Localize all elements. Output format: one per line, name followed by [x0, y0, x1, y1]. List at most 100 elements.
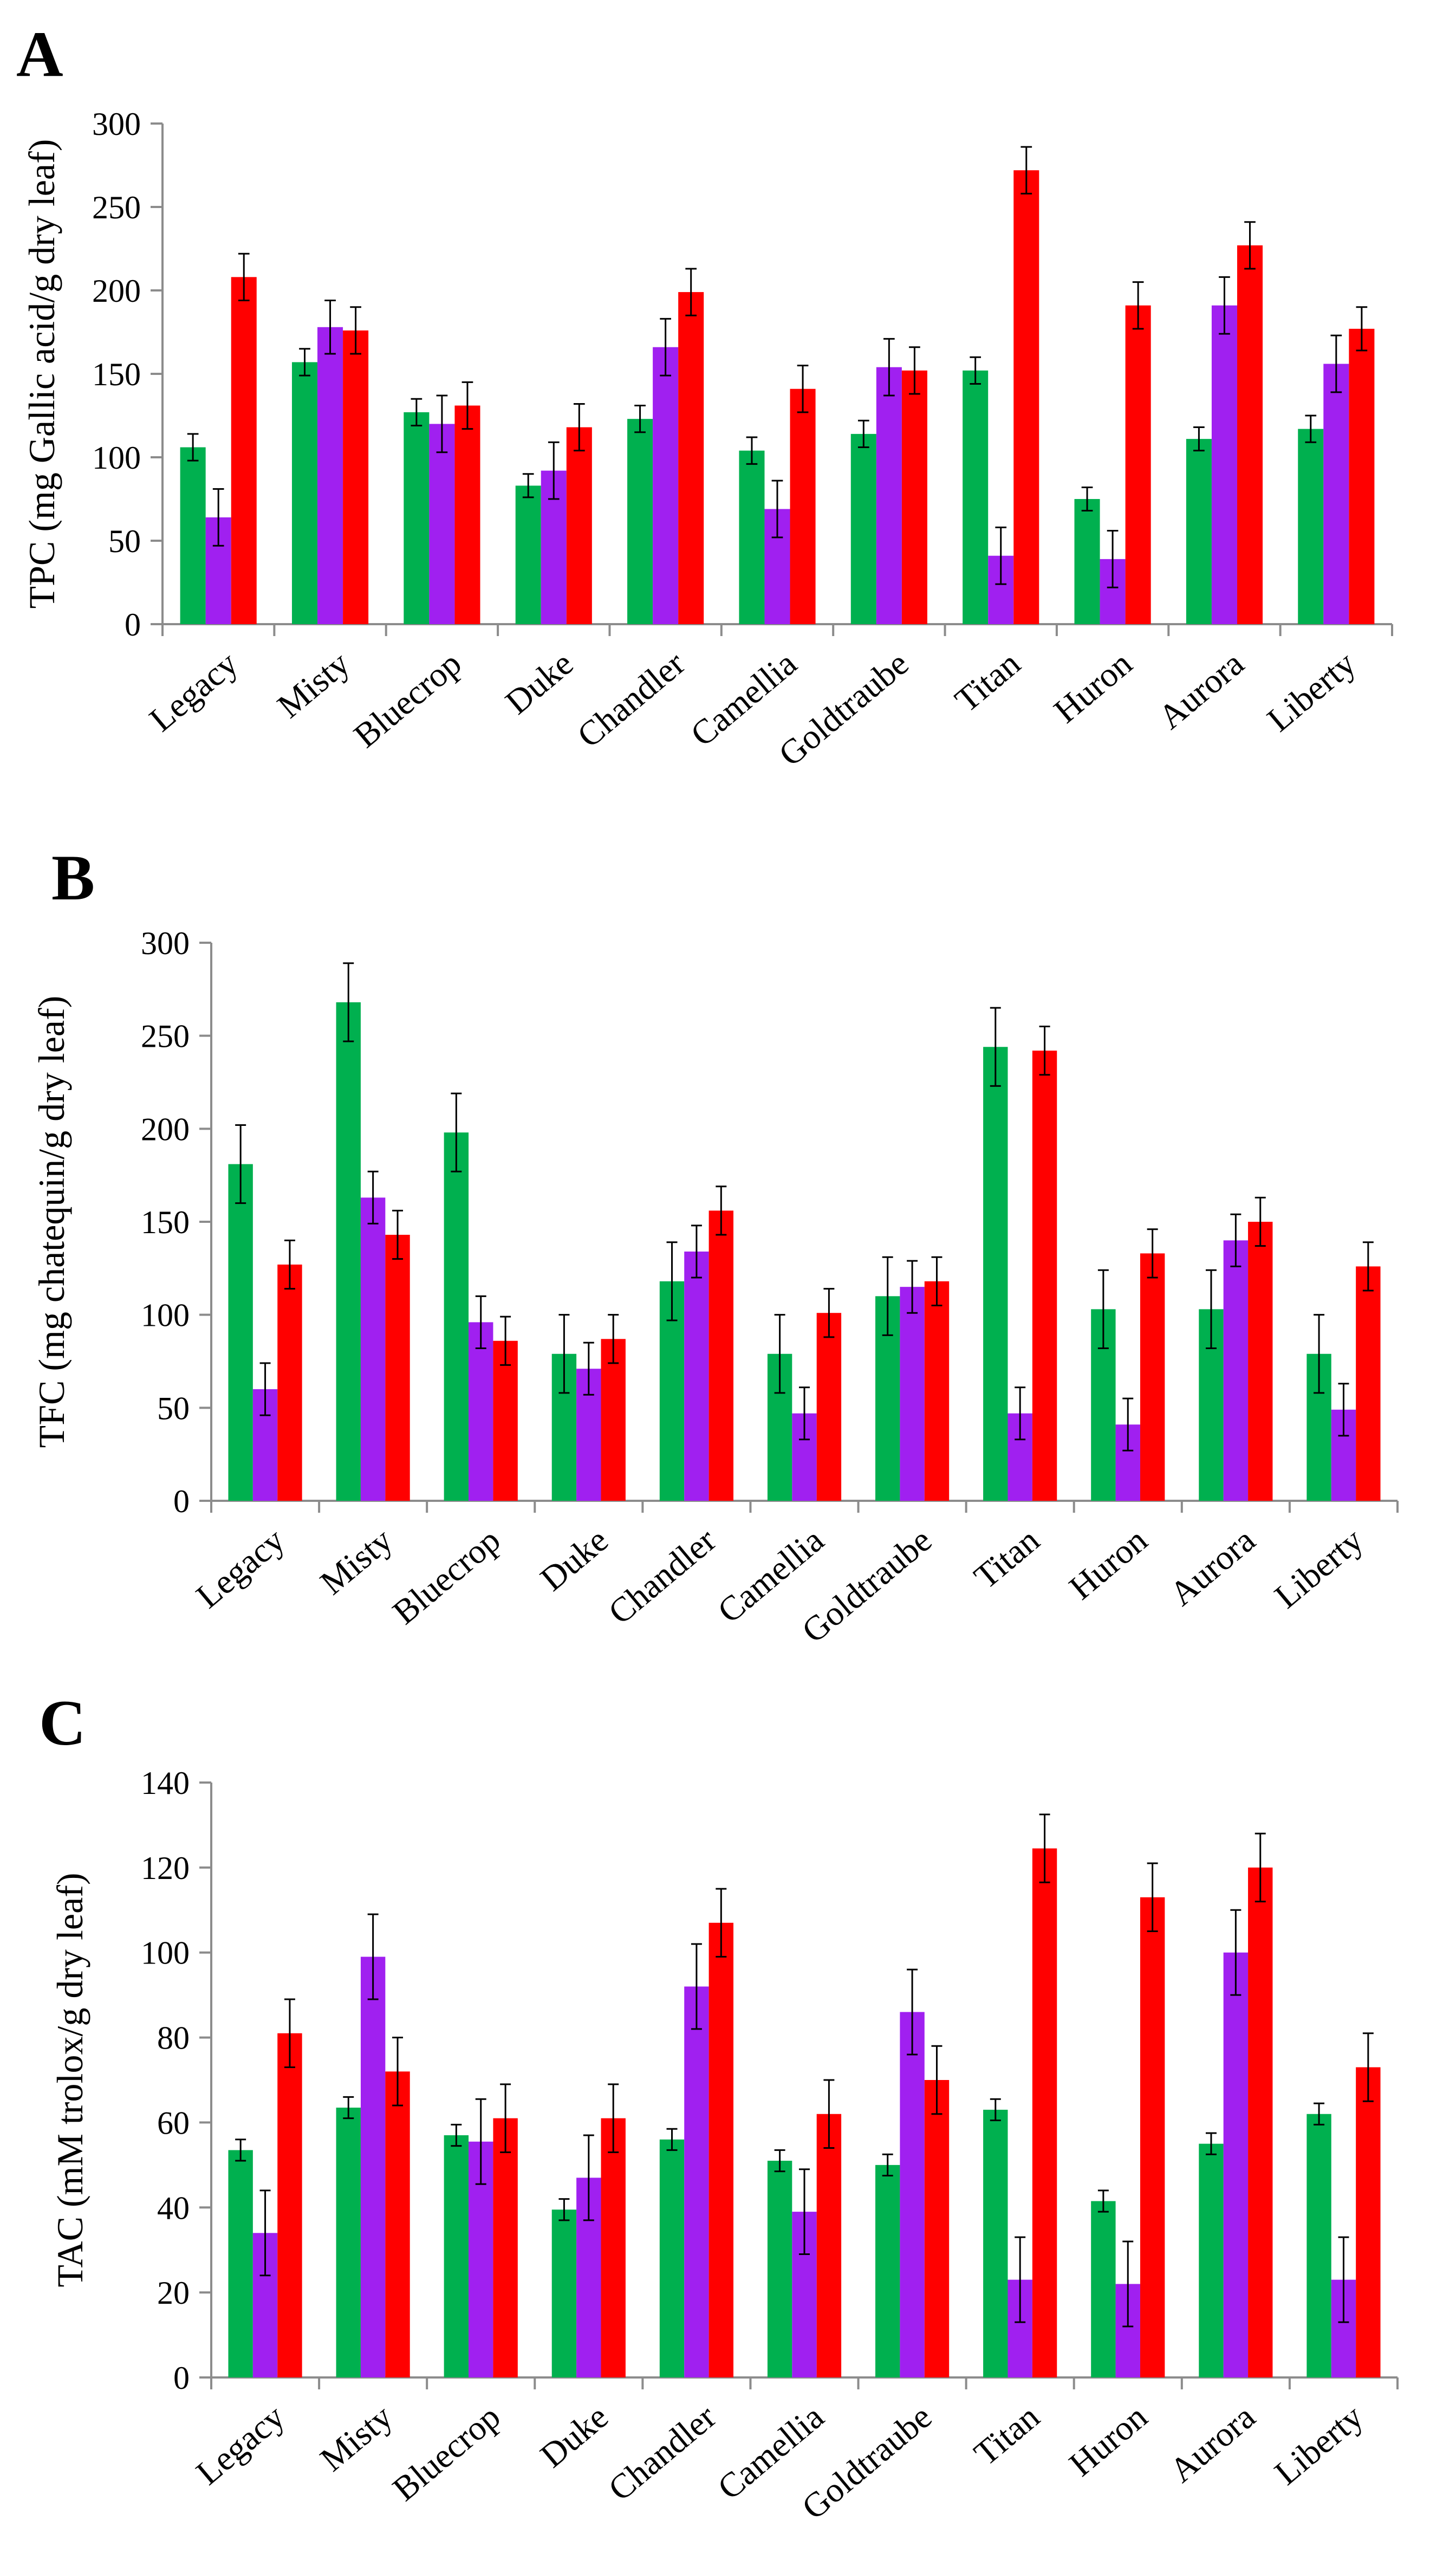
x-category-label: Titan	[967, 1520, 1046, 1596]
bar-purple-chandler	[684, 1986, 709, 2377]
chart-panel-b: B TFC (mg chatequin/g dry leaf) 0 50 100 150 2…	[31, 841, 1399, 1650]
bar-green-bluecrop	[444, 2135, 469, 2377]
x-category-label: Titan	[947, 644, 1027, 720]
bar-red-huron	[1125, 305, 1151, 624]
y-tick-label: 150	[92, 357, 141, 392]
bar-green-goldtraube	[875, 2165, 900, 2377]
bar-purple-goldtraube	[900, 2012, 925, 2377]
y-axis-title: TFC (mg chatequin/g dry leaf)	[31, 996, 72, 1448]
x-category-label: Huron	[1046, 644, 1139, 730]
y-tick-label: 250	[92, 190, 141, 225]
y-tick-label: 100	[92, 440, 141, 476]
bar-purple-misty	[317, 327, 343, 624]
bar-purple-goldtraube	[876, 367, 902, 624]
x-category-label: Bluecrop	[385, 1520, 507, 1631]
bar-red-aurora	[1248, 1222, 1273, 1501]
bar-red-camellia	[790, 388, 816, 624]
x-category-label: Duke	[498, 644, 580, 721]
bar-red-chandler	[678, 292, 704, 624]
chart-panel-c: C TAC (mM trolox/g dry leaf) 0 20 40 60 80 100 1…	[39, 1687, 1399, 2527]
bar-red-duke	[601, 1339, 626, 1501]
x-category-label: Chandler	[601, 1520, 723, 1631]
bar-red-liberty	[1356, 2067, 1381, 2377]
bar-green-bluecrop	[404, 412, 430, 624]
x-category-label: Titan	[967, 2397, 1046, 2473]
bar-green-misty	[291, 362, 318, 624]
bar-purple-chandler	[684, 1251, 709, 1501]
bar-red-duke	[601, 2118, 626, 2377]
x-category-label: Huron	[1062, 2397, 1154, 2484]
bar-red-bluecrop	[454, 405, 480, 624]
chart-panel-a: A TPC (mg Gallic acid/g dry leaf) 0 50 100 15…	[16, 18, 1393, 774]
bar-green-misty	[336, 1002, 361, 1501]
panel-letter: A	[16, 18, 63, 90]
bar-green-goldtraube	[850, 433, 876, 624]
panel-letter: B	[51, 841, 95, 913]
y-tick-label: 80	[157, 2020, 190, 2056]
bar-red-camellia	[816, 2114, 842, 2377]
y-tick-label: 0	[173, 2360, 190, 2396]
bar-green-titan	[983, 1047, 1008, 1501]
x-category-label: Legacy	[189, 1520, 292, 1615]
y-tick-label: 120	[141, 1850, 190, 1886]
bar-red-titan	[1032, 1051, 1057, 1501]
y-tick-label: 200	[141, 1111, 190, 1147]
y-tick-label: 250	[141, 1019, 190, 1054]
bar-green-chandler	[627, 419, 653, 624]
y-tick-label: 200	[92, 273, 141, 309]
y-tick-label: 0	[173, 1483, 190, 1519]
x-category-label: Liberty	[1268, 1520, 1370, 1615]
bar-purple-bluecrop	[469, 1322, 493, 1501]
bar-red-misty	[385, 1235, 410, 1501]
x-category-label: Legacy	[142, 644, 245, 738]
bar-green-huron	[1074, 499, 1100, 624]
y-tick-label: 300	[141, 925, 190, 961]
panel-letter: C	[39, 1687, 86, 1759]
x-category-label: Misty	[313, 2397, 400, 2478]
bar-red-titan	[1032, 1848, 1057, 2377]
bar-red-liberty	[1349, 328, 1375, 624]
x-category-label: Duke	[533, 1520, 615, 1598]
bar-green-camellia	[739, 450, 765, 624]
x-category-label: Duke	[533, 2397, 615, 2474]
y-tick-label: 50	[157, 1390, 190, 1426]
bar-purple-misty	[360, 1197, 386, 1501]
bar-green-aurora	[1186, 439, 1212, 624]
y-tick-label: 300	[92, 106, 141, 142]
y-tick-label: 50	[108, 523, 141, 559]
y-tick-label: 60	[157, 2105, 190, 2141]
bar-red-aurora	[1237, 245, 1263, 625]
bar-green-aurora	[1199, 2143, 1224, 2377]
bar-purple-aurora	[1223, 1240, 1249, 1501]
bar-green-chandler	[659, 2139, 685, 2377]
y-tick-label: 150	[141, 1204, 190, 1240]
bar-red-camellia	[816, 1313, 842, 1501]
bar-red-aurora	[1248, 1867, 1273, 2377]
x-category-label: Bluecrop	[347, 644, 469, 755]
x-category-label: Legacy	[189, 2397, 292, 2492]
bar-red-chandler	[708, 1922, 733, 2377]
bar-purple-bluecrop	[429, 424, 455, 624]
y-tick-label: 0	[125, 607, 141, 643]
x-category-label: Chandler	[570, 644, 692, 755]
bar-green-camellia	[767, 2161, 792, 2377]
bar-red-bluecrop	[493, 2118, 518, 2377]
x-category-label: Misty	[270, 644, 356, 725]
y-axis-title: TAC (mM trolox/g dry leaf)	[49, 1872, 90, 2287]
bar-purple-goldtraube	[900, 1287, 925, 1501]
bar-green-liberty	[1298, 429, 1324, 624]
bar-purple-aurora	[1223, 1952, 1249, 2377]
bar-green-bluecrop	[444, 1132, 469, 1501]
bar-red-huron	[1140, 1253, 1165, 1501]
bar-red-misty	[343, 330, 369, 624]
bar-green-legacy	[228, 2150, 253, 2377]
bar-purple-aurora	[1211, 305, 1237, 624]
bar-red-titan	[1013, 170, 1039, 624]
x-category-label: Misty	[313, 1520, 400, 1602]
y-tick-label: 40	[157, 2190, 190, 2226]
x-category-label: Aurora	[1162, 2397, 1262, 2490]
bar-purple-chandler	[653, 347, 679, 624]
x-category-label: Liberty	[1260, 644, 1363, 738]
bar-green-misty	[336, 2107, 361, 2377]
